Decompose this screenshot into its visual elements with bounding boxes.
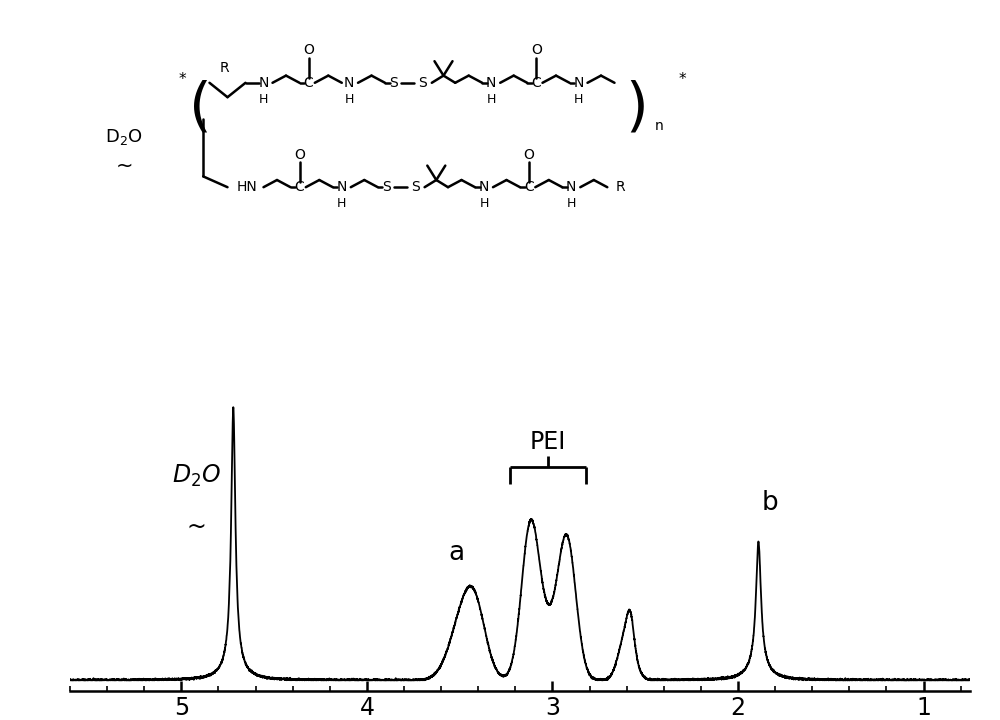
Text: (: ( <box>189 79 212 137</box>
Text: S: S <box>411 180 420 194</box>
Text: ~: ~ <box>186 514 206 539</box>
Text: N: N <box>573 76 584 90</box>
Text: HN: HN <box>237 180 257 194</box>
Text: D$_2$O: D$_2$O <box>105 127 143 147</box>
Text: PEI: PEI <box>530 430 566 454</box>
Text: N: N <box>258 76 269 90</box>
Text: a: a <box>448 539 464 566</box>
Text: O: O <box>303 43 314 58</box>
Text: C: C <box>295 180 304 194</box>
Text: H: H <box>487 93 496 106</box>
Text: H: H <box>337 197 346 210</box>
Text: N: N <box>479 180 489 194</box>
Text: S: S <box>418 76 427 90</box>
Text: O: O <box>531 43 542 58</box>
Text: H: H <box>567 197 576 210</box>
Text: D$_2$O: D$_2$O <box>172 463 221 489</box>
Text: N: N <box>344 76 354 90</box>
Text: N: N <box>566 180 576 194</box>
Text: C: C <box>524 180 534 194</box>
Text: H: H <box>259 93 268 106</box>
Text: R: R <box>220 61 230 76</box>
Text: ~: ~ <box>115 156 133 176</box>
Text: H: H <box>344 93 354 106</box>
Text: H: H <box>574 93 583 106</box>
Text: H: H <box>479 197 489 210</box>
Text: O: O <box>524 148 534 162</box>
Text: N: N <box>486 76 496 90</box>
Text: C: C <box>304 76 313 90</box>
Text: S: S <box>382 180 391 194</box>
Text: *: * <box>678 72 686 86</box>
Text: *: * <box>179 72 186 86</box>
Text: ): ) <box>626 79 648 137</box>
Text: S: S <box>390 76 398 90</box>
Text: O: O <box>294 148 305 162</box>
Text: R: R <box>616 180 626 194</box>
Text: C: C <box>531 76 541 90</box>
Text: N: N <box>337 180 347 194</box>
Text: n: n <box>655 119 664 133</box>
Text: b: b <box>761 490 778 516</box>
